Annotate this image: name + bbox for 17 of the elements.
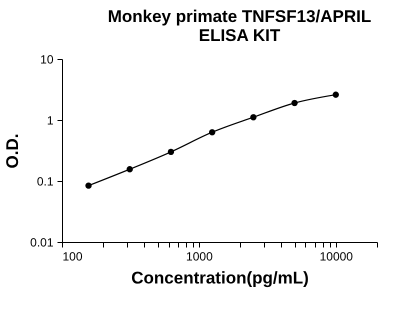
point xyxy=(291,100,298,106)
point xyxy=(85,182,92,189)
y-axis-title: O.D. xyxy=(3,134,22,168)
point xyxy=(168,148,174,156)
point xyxy=(209,129,216,136)
y-tick-label: 10 xyxy=(40,52,54,66)
y-tick-label: 1 xyxy=(46,114,54,128)
point xyxy=(126,166,133,172)
chart-title: Monkey primate TNFSF13/APRIL ELISA KIT xyxy=(108,7,372,45)
y-tick-label: 0.1 xyxy=(36,174,54,188)
x-tick-label: 10000 xyxy=(320,250,354,264)
x-axis-title: Concentration(pg/mL) xyxy=(131,268,309,288)
point xyxy=(250,114,257,120)
point xyxy=(332,92,339,98)
x-tick-label: 100 xyxy=(62,250,83,264)
x-tick-label: 1000 xyxy=(186,250,214,264)
y-tick-label: 0.01 xyxy=(30,236,54,250)
